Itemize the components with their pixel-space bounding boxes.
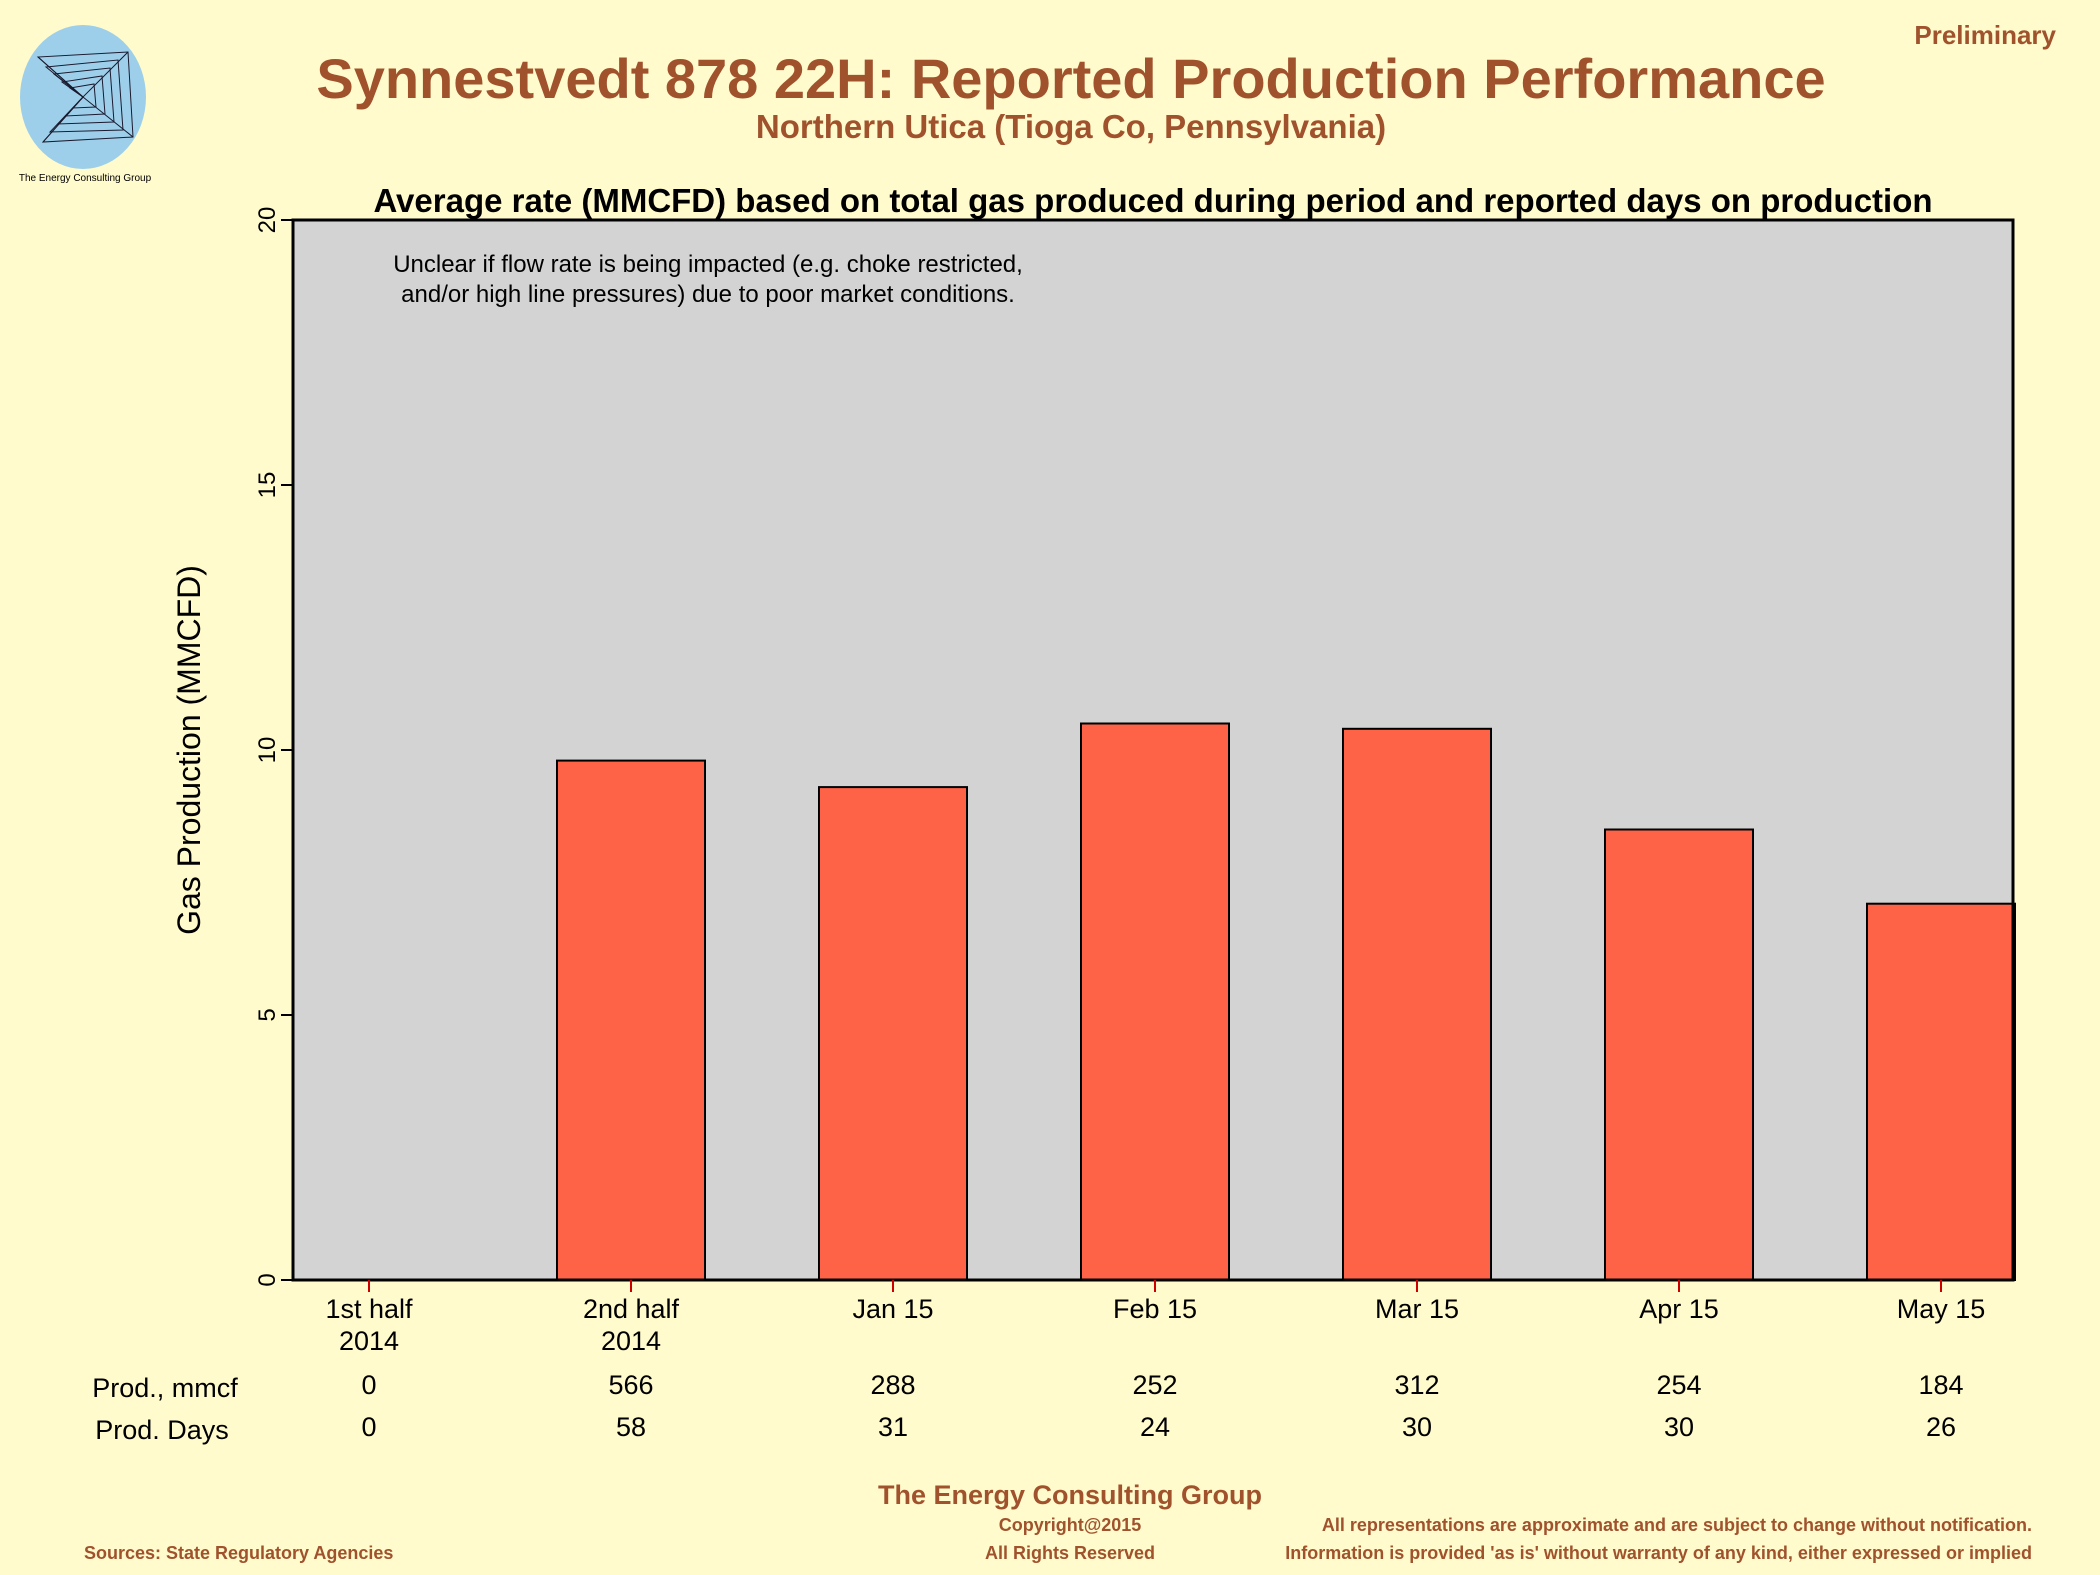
table-cell: 0 [361, 1370, 376, 1400]
y-tick-label: 10 [254, 737, 281, 764]
y-axis-label: Gas Production (MMCFD) [171, 565, 207, 935]
bar-5 [1604, 828, 1754, 1281]
footer-disclaimer-1: All representations are approximate and … [1321, 1515, 2032, 1535]
table-cell: 312 [1394, 1370, 1439, 1400]
footer-copyright: Copyright@2015 [998, 1515, 1142, 1535]
bar-1 [556, 759, 706, 1281]
bar-3 [1080, 722, 1230, 1281]
table-cell: 30 [1402, 1412, 1432, 1442]
production-chart: Average rate (MMCFD) based on total gas … [92, 182, 2016, 1445]
bar-2 [818, 786, 968, 1281]
table-cell: 58 [616, 1412, 646, 1442]
table-cell: 0 [361, 1412, 376, 1442]
footer-rights: All Rights Reserved [984, 1543, 1156, 1563]
footer-sources: Sources: State Regulatory Agencies [84, 1543, 394, 1563]
y-tick-label: 15 [254, 472, 281, 499]
y-axis: 0 5 10 15 20 [254, 207, 293, 1287]
bar-6 [1866, 902, 2016, 1281]
table-cell: 566 [608, 1370, 653, 1400]
x-tick-label: May 15 [1897, 1294, 1986, 1324]
x-tick-label: 2014 [339, 1326, 399, 1356]
bar-4 [1342, 727, 1492, 1281]
logo-caption: The Energy Consulting Group [18, 173, 152, 184]
y-tick-label: 5 [254, 1008, 281, 1021]
x-tick-label: 1st half [325, 1294, 413, 1324]
page-subtitle: Northern Utica (Tioga Co, Pennsylvania) [755, 108, 1387, 145]
company-logo [20, 25, 146, 169]
table-cell: 254 [1656, 1370, 1701, 1400]
table-cell: 24 [1140, 1412, 1170, 1442]
production-table: Prod., mmcf 0 566 288 252 312 254 184 Prod. Days… [92, 1370, 1963, 1445]
x-tick-label: 2nd half [583, 1294, 680, 1324]
table-cell: 31 [878, 1412, 908, 1442]
table-cell: 288 [870, 1370, 915, 1400]
chart-title: Average rate (MMCFD) based on total gas … [373, 182, 1932, 219]
table-row-label: Prod., mmcf [92, 1373, 238, 1403]
footer-disclaimer-2: Information is provided 'as is' without … [1285, 1543, 2032, 1563]
x-tick-label: Apr 15 [1639, 1294, 1719, 1324]
annotation-line-2: and/or high line pressures) due to poor … [401, 281, 1015, 308]
table-cell: 252 [1132, 1370, 1177, 1400]
table-cell: 30 [1664, 1412, 1694, 1442]
table-row-label: Prod. Days [95, 1415, 229, 1445]
footer-company: The Energy Consulting Group [878, 1480, 1262, 1510]
preliminary-label: Preliminary [1914, 20, 2056, 50]
bars-group [293, 722, 2016, 1281]
y-tick-label: 0 [254, 1273, 281, 1286]
table-cell: 184 [1918, 1370, 1963, 1400]
table-cell: 26 [1926, 1412, 1956, 1442]
y-tick-label: 20 [254, 207, 281, 234]
x-tick-label: 2014 [601, 1326, 661, 1356]
page-title: Synnestvedt 878 22H: Reported Production… [316, 47, 1826, 110]
x-tick-label: Jan 15 [852, 1294, 933, 1324]
x-tick-label: Mar 15 [1375, 1294, 1459, 1324]
x-tick-label: Feb 15 [1113, 1294, 1197, 1324]
annotation-line-1: Unclear if flow rate is being impacted (… [393, 251, 1023, 278]
